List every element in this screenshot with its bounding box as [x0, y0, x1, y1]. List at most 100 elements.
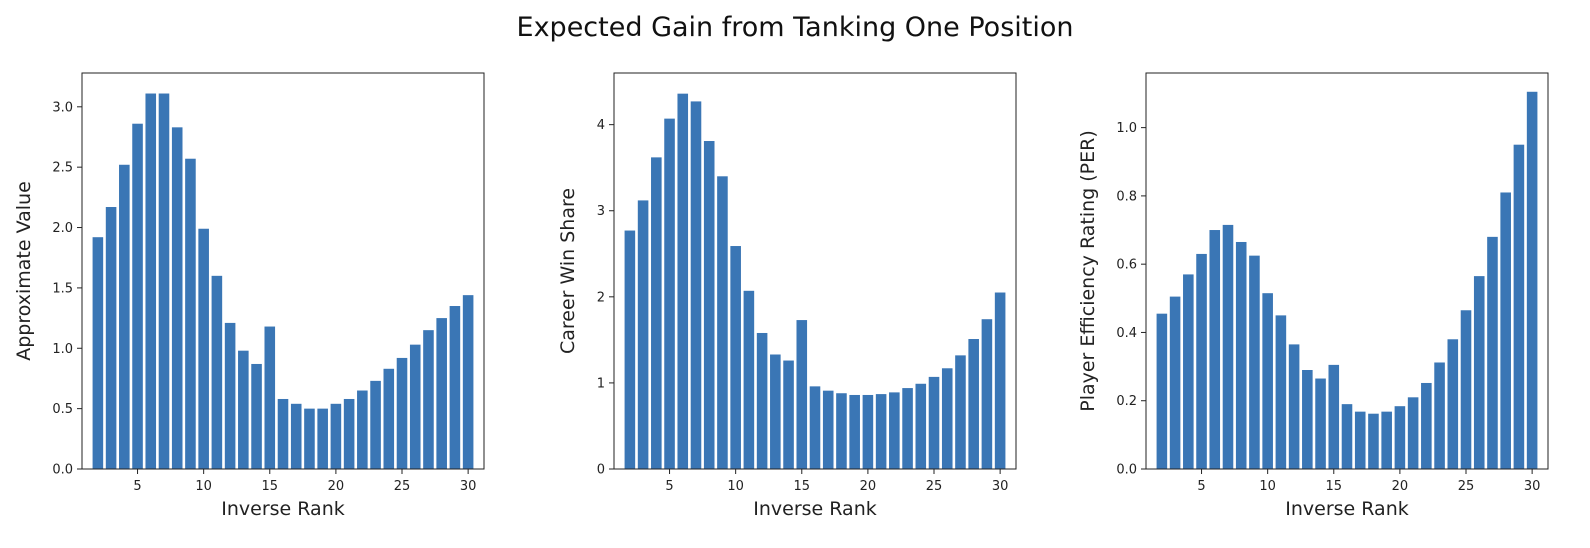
bar [1288, 344, 1300, 469]
bar [809, 386, 821, 469]
bar [132, 123, 143, 470]
bar [1526, 91, 1538, 469]
x-tick-label: 25 [1458, 479, 1475, 494]
bar [343, 398, 355, 469]
bar [290, 403, 302, 469]
y-axis-label: Approximate Value [13, 181, 35, 361]
y-tick-label: 0.0 [1116, 463, 1137, 478]
y-tick-label: 0.0 [52, 463, 73, 478]
bar [1328, 364, 1340, 469]
y-axis-label: Career Win Share [557, 188, 579, 354]
bar [637, 200, 649, 469]
bar [92, 237, 104, 469]
y-tick-label: 1 [597, 376, 605, 391]
y-tick-label: 3.0 [52, 100, 73, 115]
bar [119, 164, 130, 469]
bar [1156, 313, 1168, 469]
y-axis-label: Player Efficiency Rating (PER) [1077, 130, 1099, 412]
x-tick-label: 15 [794, 479, 811, 494]
panel-career-win-share: 5 10 15 20 25 30 0 1 2 3 4 Inverse Rank Career Win S… [557, 72, 1017, 520]
bar [703, 141, 715, 469]
bar [928, 376, 940, 469]
x-tick-label: 10 [195, 479, 212, 494]
bar [238, 350, 249, 469]
bar [1315, 378, 1326, 469]
bar [756, 332, 768, 469]
plot-frame [81, 72, 485, 470]
bar [624, 230, 636, 469]
y-tick-label: 2.5 [52, 161, 73, 176]
bar [1354, 411, 1366, 469]
bar [955, 355, 966, 469]
y-tick-label: 3 [597, 204, 605, 219]
bar [730, 246, 741, 469]
bar [1302, 370, 1313, 469]
bar [1500, 192, 1511, 470]
plot-frame [613, 72, 1017, 470]
bar [409, 344, 421, 469]
bar [1513, 144, 1525, 469]
bar [889, 392, 900, 469]
y-tick-label: 0.2 [1116, 394, 1137, 409]
x-axis-label: Inverse Rank [1285, 498, 1409, 520]
bar [449, 306, 461, 469]
x-tick-label: 5 [665, 479, 673, 494]
bar [651, 157, 662, 469]
y-tick-label: 2 [597, 290, 605, 305]
bar [994, 292, 1006, 469]
bar [664, 118, 675, 469]
x-tick-label: 20 [860, 479, 877, 494]
panel-approximate-value: 5 10 15 20 25 30 0.0 0.5 1.0 1.5 2.0 2.5 3.0 Inverse … [13, 72, 485, 520]
bar [1222, 224, 1234, 469]
x-tick-label: 5 [133, 479, 141, 494]
x-tick-label: 25 [926, 479, 943, 494]
bar [981, 319, 993, 469]
bar [690, 101, 702, 469]
bar [836, 393, 847, 469]
x-tick-label: 25 [394, 479, 411, 494]
y-tick-label: 0.5 [52, 402, 73, 417]
x-axis-label: Inverse Rank [221, 498, 345, 520]
y-tick-label: 0.8 [1116, 189, 1137, 204]
bar [1434, 362, 1445, 469]
bar [198, 228, 209, 469]
bar [1447, 339, 1459, 469]
x-tick-label: 30 [1524, 479, 1541, 494]
bar [224, 322, 236, 469]
bar [796, 320, 808, 469]
bar [849, 394, 860, 469]
bar [185, 158, 196, 469]
bar [677, 93, 689, 469]
y-tick-label: 2.0 [52, 221, 73, 236]
x-tick-label: 15 [1326, 479, 1343, 494]
x-axis-label: Inverse Rank [753, 498, 877, 520]
x-tick-label: 20 [1392, 479, 1409, 494]
bar [1421, 382, 1432, 469]
y-tick-label: 0.6 [1116, 258, 1137, 273]
bar [1209, 230, 1221, 469]
bar [251, 363, 262, 469]
y-tick-label: 0 [597, 463, 605, 478]
bar [941, 368, 953, 469]
x-tick-label: 10 [1259, 479, 1276, 494]
bar [105, 207, 117, 469]
bar [717, 176, 728, 470]
bar [1196, 253, 1207, 469]
bar [145, 93, 157, 470]
bar [423, 330, 434, 469]
bar [822, 390, 834, 469]
bar [1394, 406, 1406, 469]
x-tick-label: 10 [727, 479, 744, 494]
y-tick-label: 0.4 [1116, 326, 1137, 341]
bar [1183, 274, 1194, 469]
bar [436, 318, 447, 469]
x-tick-label: 5 [1197, 479, 1205, 494]
bar [1487, 236, 1498, 469]
bar [357, 390, 368, 469]
bar [743, 290, 755, 469]
bar [1473, 276, 1485, 469]
y-tick-label: 1.0 [52, 342, 73, 357]
bar [330, 403, 342, 469]
bar [902, 388, 913, 469]
